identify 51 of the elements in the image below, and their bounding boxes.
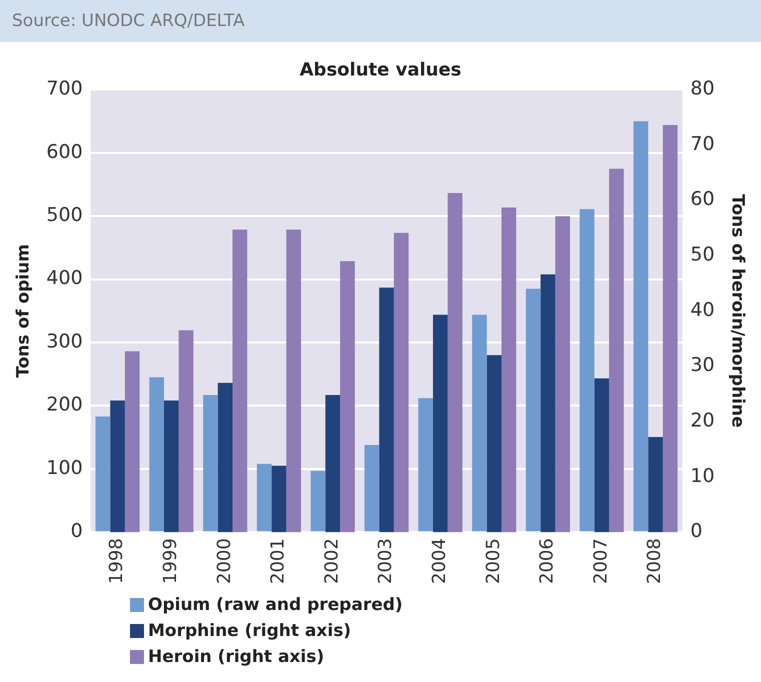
y-tick-label: 500 bbox=[46, 204, 83, 226]
x-tick-label: 1999 bbox=[160, 538, 182, 584]
y-tick-label: 300 bbox=[46, 330, 83, 352]
y2-tick-label: 70 bbox=[690, 132, 715, 155]
y2-tick-label: 30 bbox=[690, 354, 715, 376]
y-tick-label: 600 bbox=[46, 140, 83, 163]
y-tick-label: 400 bbox=[46, 267, 83, 290]
y-tick-label: 200 bbox=[46, 394, 83, 416]
bar bbox=[609, 168, 624, 532]
y2-tick-label: 0 bbox=[690, 520, 703, 542]
bar bbox=[394, 232, 409, 532]
x-tick-label: 2001 bbox=[268, 538, 289, 584]
y2-tick-label: 40 bbox=[690, 298, 715, 321]
x-tick-label: 2004 bbox=[429, 538, 450, 584]
y2-tick-label: 80 bbox=[690, 78, 715, 100]
y2-tick-label: 10 bbox=[690, 464, 715, 487]
bar bbox=[286, 230, 302, 532]
y-tick-label: 700 bbox=[46, 78, 83, 100]
x-tick-label: 2006 bbox=[536, 538, 558, 584]
x-tick-label: 1998 bbox=[106, 538, 128, 584]
legend-label: Morphine (right axis) bbox=[148, 621, 352, 641]
bar bbox=[178, 330, 194, 532]
bar bbox=[580, 209, 594, 532]
bar bbox=[325, 394, 340, 532]
x-tick-label: 2003 bbox=[375, 538, 396, 584]
y2-tick-label: 50 bbox=[690, 244, 715, 266]
bar bbox=[379, 288, 394, 532]
bar bbox=[448, 193, 462, 532]
x-tick-label: 2008 bbox=[644, 538, 666, 584]
y2-tick-label: 20 bbox=[690, 409, 715, 432]
bar bbox=[662, 125, 678, 532]
x-tick-label: 2007 bbox=[590, 538, 612, 584]
chart-title: Absolute values bbox=[300, 59, 462, 80]
x-tick-label: 2002 bbox=[321, 538, 342, 584]
y-tick-label: 0 bbox=[70, 520, 83, 542]
y2-tick-label: 60 bbox=[690, 188, 715, 210]
bar bbox=[501, 207, 516, 532]
bar bbox=[232, 230, 248, 532]
legend-label: Opium (raw and prepared) bbox=[148, 595, 403, 615]
y-tick-label: 100 bbox=[46, 456, 83, 479]
legend-label: Heroin (right axis) bbox=[148, 647, 324, 667]
x-tick-label: 2000 bbox=[214, 538, 235, 584]
source-note: Source: UNODC ARQ/DELTA bbox=[0, 0, 761, 42]
y-axis-title: Tons of opium bbox=[14, 244, 34, 378]
bar bbox=[555, 216, 570, 532]
bar bbox=[648, 437, 663, 532]
bar bbox=[340, 261, 355, 532]
bar bbox=[633, 121, 648, 532]
x-tick-label: 2005 bbox=[482, 538, 504, 584]
y2-axis-title: Tons of heroin/morphine bbox=[727, 194, 748, 428]
bar bbox=[124, 351, 140, 532]
